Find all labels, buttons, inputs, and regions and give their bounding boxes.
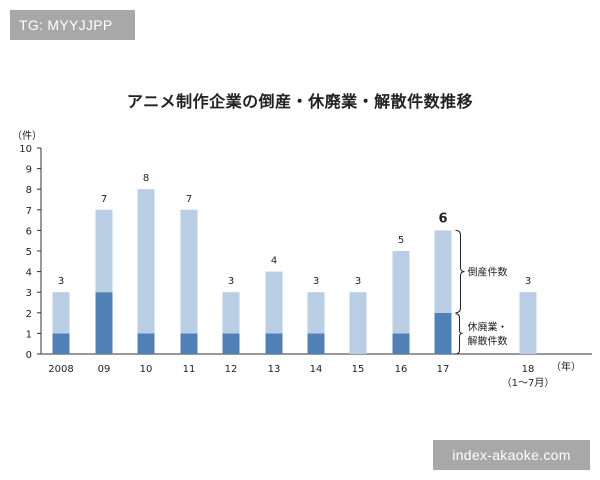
x-tick-label: 16 <box>395 364 408 375</box>
y-tick-label: 0 <box>26 350 32 361</box>
data-label-total: 3 <box>525 276 531 287</box>
data-label-total: 5 <box>398 235 404 246</box>
y-tick-label: 10 <box>19 144 32 155</box>
x-tick-label: 11 <box>183 364 196 375</box>
bar-segment-upper-17 <box>434 230 452 313</box>
y-tick-label: 5 <box>26 247 32 258</box>
bar-segment-lower-14 <box>307 333 325 354</box>
bar-segment-upper-18 <box>519 292 537 354</box>
annotation-lower-line2: 解散件数 <box>468 334 508 347</box>
bar-segment-lower-12 <box>222 333 240 354</box>
bar-segment-upper-14 <box>307 292 325 334</box>
y-unit-label: （件） <box>12 130 42 142</box>
bar-segment-upper-11 <box>180 209 198 334</box>
bar-segment-lower-10 <box>137 333 155 354</box>
brace-lower <box>455 313 463 355</box>
watermark-badge-bottom-right: index-akaoke.com <box>433 440 590 470</box>
brace-upper <box>455 229 465 314</box>
data-label-total: 7 <box>186 194 192 205</box>
y-tick-label: 9 <box>26 165 32 176</box>
bar-segment-upper-12 <box>222 292 240 334</box>
data-label-total: 8 <box>143 173 149 184</box>
x-tick-label: 15 <box>352 364 365 375</box>
x-unit-label: （年） <box>551 360 581 373</box>
data-label-total: 3 <box>313 276 319 287</box>
bar-segment-lower-16 <box>392 333 410 354</box>
bar-segment-upper-16 <box>392 251 410 334</box>
x-tick-label: 09 <box>98 364 111 375</box>
y-tick-label: 3 <box>26 288 32 299</box>
data-label-total: 7 <box>101 194 107 205</box>
x-tick-label: 18 <box>522 364 535 375</box>
x-tick-label: 10 <box>140 364 153 375</box>
y-tick-label: 1 <box>26 329 32 340</box>
watermark-badge-top-left: TG: MYYJJPP <box>10 10 135 40</box>
bar-segment-lower-13 <box>265 333 283 354</box>
bar-segment-upper-10 <box>137 189 155 334</box>
bar-segment-upper-13 <box>265 271 283 334</box>
bar-segment-lower-09 <box>95 292 113 354</box>
bar-segment-lower-2008 <box>52 333 70 354</box>
bar-segment-upper-2008 <box>52 292 70 334</box>
bar-segment-upper-15 <box>349 292 367 354</box>
y-tick-label: 7 <box>26 206 32 217</box>
x-tick-sublabel: （1〜7月） <box>502 377 555 389</box>
y-tick-label: 4 <box>26 268 32 279</box>
y-tick-label: 6 <box>26 226 32 237</box>
x-tick-label: 13 <box>268 364 281 375</box>
x-tick-label: 12 <box>225 364 238 375</box>
data-label-total: 3 <box>58 276 64 287</box>
x-tick-label: 17 <box>437 364 450 375</box>
annotation-upper: 倒産件数 <box>468 266 508 279</box>
x-tick-label: 2008 <box>48 364 73 375</box>
data-label-total: 3 <box>228 276 234 287</box>
y-tick-label: 2 <box>26 309 32 320</box>
data-label-total: 4 <box>271 256 277 267</box>
chart-title: アニメ制作企業の倒産・休廃業・解散件数推移 <box>126 92 474 111</box>
bar-segment-upper-09 <box>95 209 113 293</box>
y-tick-label: 8 <box>26 185 32 196</box>
annotation-lower-line1: 休廃業・ <box>468 320 508 333</box>
data-label-total: 3 <box>355 276 361 287</box>
x-tick-label: 14 <box>310 364 323 375</box>
bar-segment-lower-11 <box>180 333 198 354</box>
bar-segment-lower-17 <box>434 312 452 354</box>
data-label-total: 6 <box>438 211 447 226</box>
